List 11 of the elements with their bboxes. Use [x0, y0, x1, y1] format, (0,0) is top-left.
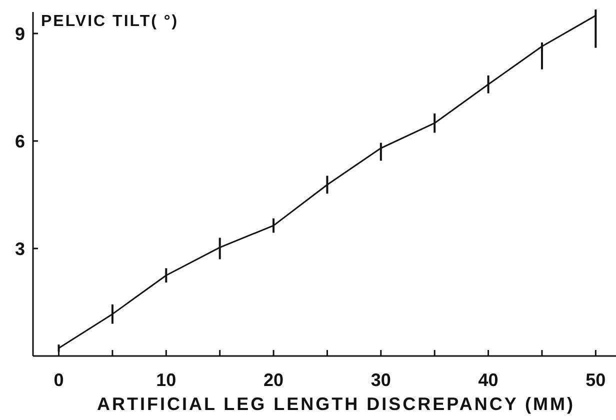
x-tick-label: 0 [54, 370, 64, 390]
x-tick-label: 40 [478, 370, 498, 390]
y-tick-label: 6 [14, 131, 25, 152]
x-tick-label: 20 [264, 370, 284, 390]
x-tick-label: 30 [370, 370, 391, 390]
y-axis-title: PELVIC TILT( °) [41, 13, 179, 30]
x-axis-title: ARTIFICIAL LEG LENGTH DISCREPANCY (MM) [97, 394, 575, 414]
x-tick-label: 50 [586, 370, 606, 390]
y-tick-label: 3 [14, 238, 25, 259]
x-tick-label: 10 [156, 370, 176, 390]
y-tick-label: 9 [14, 24, 25, 44]
